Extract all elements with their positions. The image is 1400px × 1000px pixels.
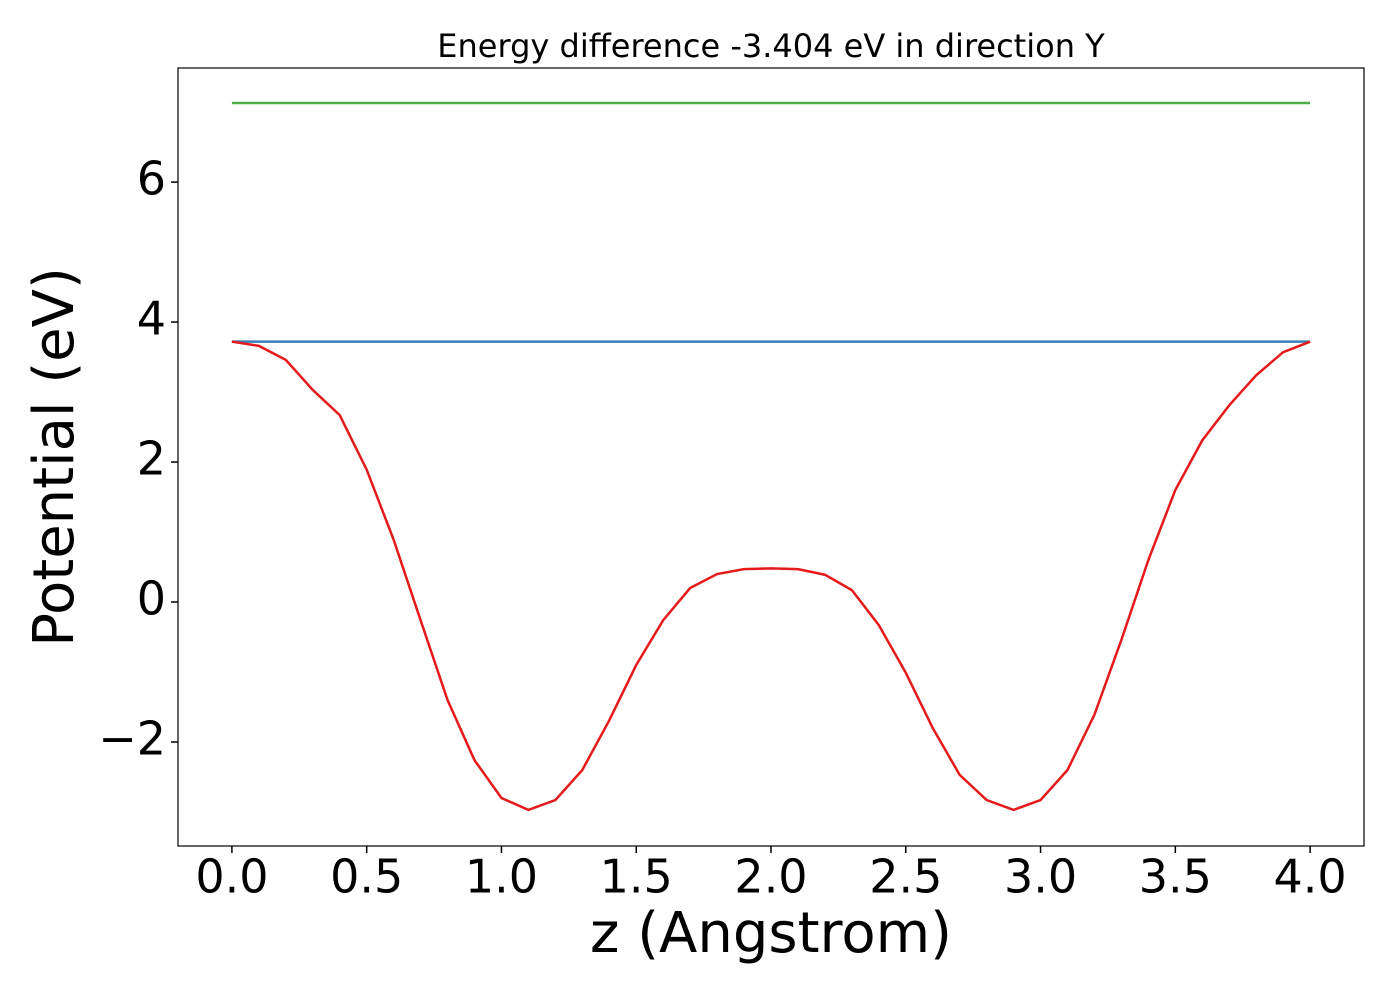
x-tick-label: 3.0 [1004, 850, 1077, 904]
chart-title: Energy difference -3.404 eV in direction… [437, 27, 1105, 65]
x-tick-label: 4.0 [1274, 850, 1347, 904]
x-tick-label: 3.5 [1139, 850, 1212, 904]
x-tick-label: 1.5 [600, 850, 673, 904]
x-tick-label: 0.0 [195, 850, 268, 904]
y-tick-label: 4 [137, 292, 166, 346]
x-tick-label: 1.0 [465, 850, 538, 904]
line-series [231, 340, 1311, 812]
x-tick-label: 2.5 [869, 850, 942, 904]
x-tick-label: 2.0 [734, 850, 807, 904]
x-axis-label: z (Angstrom) [590, 901, 952, 966]
y-tick-label: −2 [98, 711, 166, 765]
plot-frame [177, 67, 1365, 847]
y-tick-label: 6 [137, 152, 166, 206]
x-tick-label: 0.5 [330, 850, 403, 904]
y-tick-label: 0 [137, 572, 166, 626]
y-axis-label: Potential (eV) [22, 267, 87, 647]
y-tick-label: 2 [137, 432, 166, 486]
